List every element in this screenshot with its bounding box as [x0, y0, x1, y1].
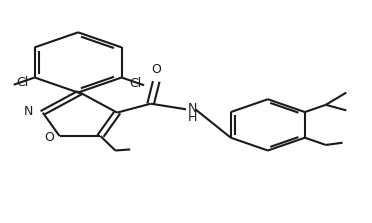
Text: O: O [44, 131, 54, 144]
Text: H: H [188, 111, 197, 124]
Text: N: N [188, 102, 197, 115]
Text: Cl: Cl [129, 76, 141, 90]
Text: O: O [151, 64, 161, 76]
Text: N: N [24, 105, 33, 118]
Text: Cl: Cl [17, 76, 29, 89]
